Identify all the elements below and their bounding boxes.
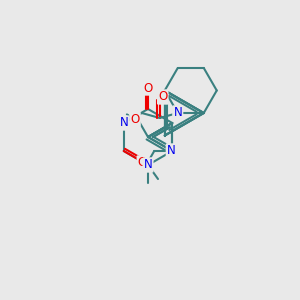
Text: N: N [144, 158, 152, 172]
Text: O: O [130, 113, 140, 126]
Text: O: O [138, 157, 147, 169]
Text: N: N [167, 145, 176, 158]
Text: O: O [158, 91, 167, 103]
Text: N: N [173, 106, 182, 119]
Text: N: N [119, 116, 128, 130]
Text: O: O [143, 82, 153, 94]
